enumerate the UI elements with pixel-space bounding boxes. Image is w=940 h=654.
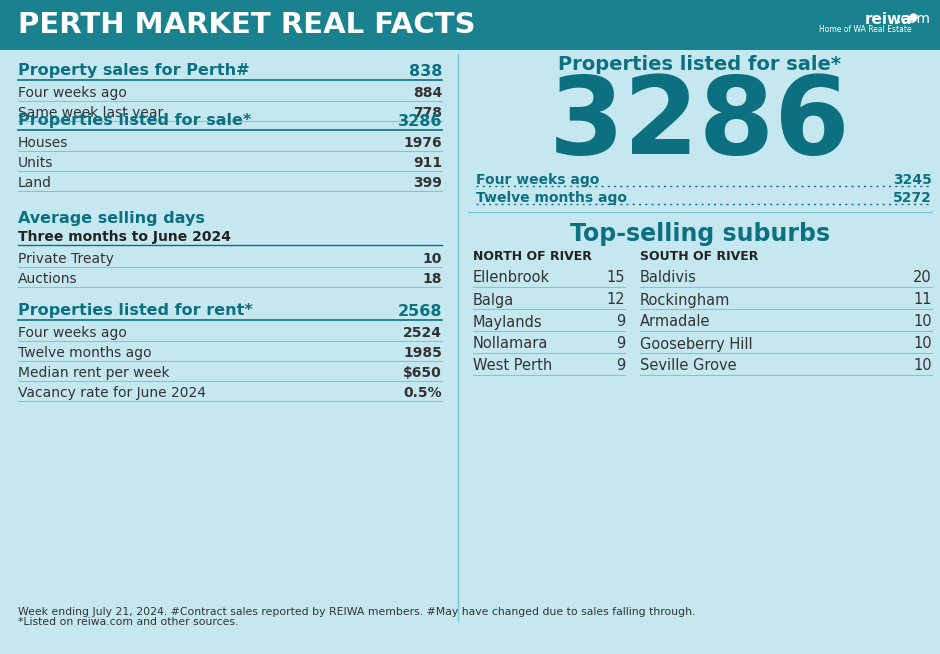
Text: 11: 11 [914, 292, 932, 307]
Text: 838: 838 [409, 63, 442, 78]
Text: 15: 15 [606, 271, 625, 286]
Text: reiwa: reiwa [865, 12, 912, 27]
Text: Private Treaty: Private Treaty [18, 252, 114, 266]
Text: 778: 778 [413, 106, 442, 120]
Text: Home of WA Real Estate: Home of WA Real Estate [820, 26, 912, 35]
Text: 2524: 2524 [403, 326, 442, 340]
Text: .com: .com [896, 12, 930, 26]
Text: 10: 10 [914, 337, 932, 351]
Text: 3286: 3286 [549, 71, 851, 177]
Text: 10: 10 [423, 252, 442, 266]
Text: Four weeks ago: Four weeks ago [18, 86, 127, 100]
Text: SOUTH OF RIVER: SOUTH OF RIVER [640, 249, 759, 262]
Text: Vacancy rate for June 2024: Vacancy rate for June 2024 [18, 386, 206, 400]
Text: Armadale: Armadale [640, 315, 711, 330]
Text: 1985: 1985 [403, 346, 442, 360]
Text: 9: 9 [616, 358, 625, 373]
Text: Properties listed for rent*: Properties listed for rent* [18, 303, 253, 318]
Text: Week ending July 21, 2024. #Contract sales reported by REIWA members. #May have : Week ending July 21, 2024. #Contract sal… [18, 607, 696, 617]
Text: 3286: 3286 [398, 114, 442, 128]
Text: 20: 20 [914, 271, 932, 286]
Text: NORTH OF RIVER: NORTH OF RIVER [473, 249, 592, 262]
Text: 1976: 1976 [403, 136, 442, 150]
Text: 10: 10 [914, 315, 932, 330]
Text: 911: 911 [413, 156, 442, 170]
Text: Same week last year: Same week last year [18, 106, 164, 120]
Text: 12: 12 [606, 292, 625, 307]
Text: 0.5%: 0.5% [403, 386, 442, 400]
Text: Four weeks ago: Four weeks ago [18, 326, 127, 340]
Text: Four weeks ago: Four weeks ago [476, 173, 600, 187]
Text: Units: Units [18, 156, 54, 170]
Text: 884: 884 [413, 86, 442, 100]
Text: Properties listed for sale*: Properties listed for sale* [18, 114, 251, 128]
Text: 3245: 3245 [893, 173, 932, 187]
Text: Gooseberry Hill: Gooseberry Hill [640, 337, 753, 351]
Text: 399: 399 [413, 176, 442, 190]
Text: Baldivis: Baldivis [640, 271, 697, 286]
Text: West Perth: West Perth [473, 358, 553, 373]
Text: Seville Grove: Seville Grove [640, 358, 737, 373]
Text: 9: 9 [616, 337, 625, 351]
Text: Properties listed for sale*: Properties listed for sale* [558, 56, 841, 75]
Text: Maylands: Maylands [473, 315, 542, 330]
Text: Twelve months ago: Twelve months ago [18, 346, 151, 360]
Text: 10: 10 [914, 358, 932, 373]
Text: Rockingham: Rockingham [640, 292, 730, 307]
Text: Top-selling suburbs: Top-selling suburbs [570, 222, 830, 246]
Text: Auctions: Auctions [18, 272, 78, 286]
Text: Land: Land [18, 176, 52, 190]
Text: Balga: Balga [473, 292, 514, 307]
Bar [0, 0, 940, 50]
Text: 9: 9 [616, 315, 625, 330]
Text: Houses: Houses [18, 136, 69, 150]
Text: Median rent per week: Median rent per week [18, 366, 169, 380]
Text: 2568: 2568 [398, 303, 442, 318]
Text: Nollamara: Nollamara [473, 337, 548, 351]
Text: Ellenbrook: Ellenbrook [473, 271, 550, 286]
Text: Three months to June 2024: Three months to June 2024 [18, 230, 231, 244]
Text: 5272: 5272 [893, 191, 932, 205]
Text: Property sales for Perth#: Property sales for Perth# [18, 63, 250, 78]
Text: Average selling days: Average selling days [18, 211, 205, 226]
Text: PERTH MARKET REAL FACTS: PERTH MARKET REAL FACTS [18, 11, 476, 39]
Text: Twelve months ago: Twelve months ago [476, 191, 627, 205]
Text: $650: $650 [403, 366, 442, 380]
Text: *Listed on reiwa.com and other sources.: *Listed on reiwa.com and other sources. [18, 617, 239, 627]
Text: 18: 18 [422, 272, 442, 286]
